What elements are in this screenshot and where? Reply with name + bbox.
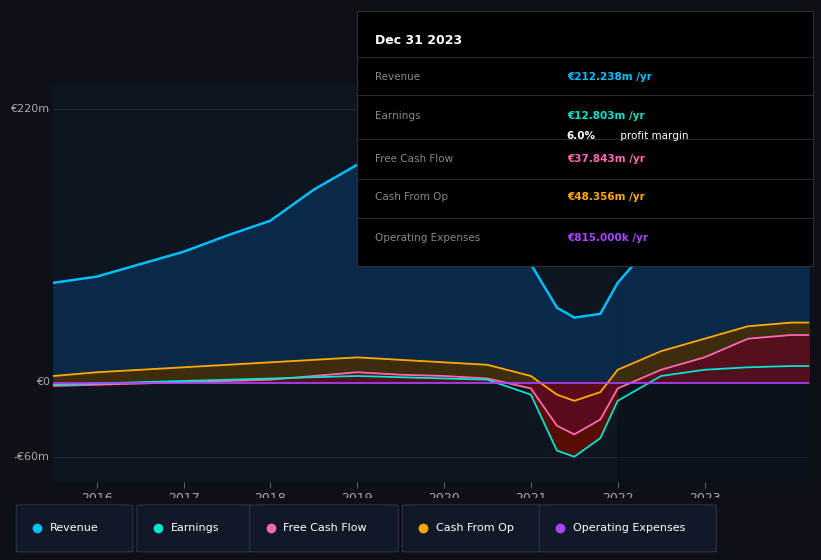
Text: €37.843m /yr: €37.843m /yr bbox=[566, 154, 644, 164]
Text: Cash From Op: Cash From Op bbox=[436, 523, 514, 533]
Text: -€60m: -€60m bbox=[14, 452, 49, 462]
Text: Earnings: Earnings bbox=[375, 111, 421, 120]
Text: profit margin: profit margin bbox=[617, 131, 688, 141]
Text: €48.356m /yr: €48.356m /yr bbox=[566, 192, 644, 202]
Text: Cash From Op: Cash From Op bbox=[375, 192, 448, 202]
Text: Dec 31 2023: Dec 31 2023 bbox=[375, 34, 462, 47]
Bar bbox=[617, 84, 809, 482]
Text: Earnings: Earnings bbox=[171, 523, 219, 533]
FancyBboxPatch shape bbox=[16, 505, 133, 552]
Text: Free Cash Flow: Free Cash Flow bbox=[375, 154, 453, 164]
FancyBboxPatch shape bbox=[137, 505, 254, 552]
FancyBboxPatch shape bbox=[402, 505, 544, 552]
Text: €815.000k /yr: €815.000k /yr bbox=[566, 233, 648, 243]
Text: Revenue: Revenue bbox=[375, 72, 420, 82]
Text: €220m: €220m bbox=[11, 104, 49, 114]
Text: €0: €0 bbox=[35, 377, 49, 387]
FancyBboxPatch shape bbox=[250, 505, 398, 552]
Text: Operating Expenses: Operating Expenses bbox=[375, 233, 480, 243]
FancyBboxPatch shape bbox=[539, 505, 716, 552]
Text: Revenue: Revenue bbox=[50, 523, 99, 533]
Text: 6.0%: 6.0% bbox=[566, 131, 596, 141]
Text: €212.238m /yr: €212.238m /yr bbox=[566, 72, 652, 82]
Text: Operating Expenses: Operating Expenses bbox=[573, 523, 686, 533]
Text: Free Cash Flow: Free Cash Flow bbox=[283, 523, 367, 533]
Text: €12.803m /yr: €12.803m /yr bbox=[566, 111, 644, 120]
